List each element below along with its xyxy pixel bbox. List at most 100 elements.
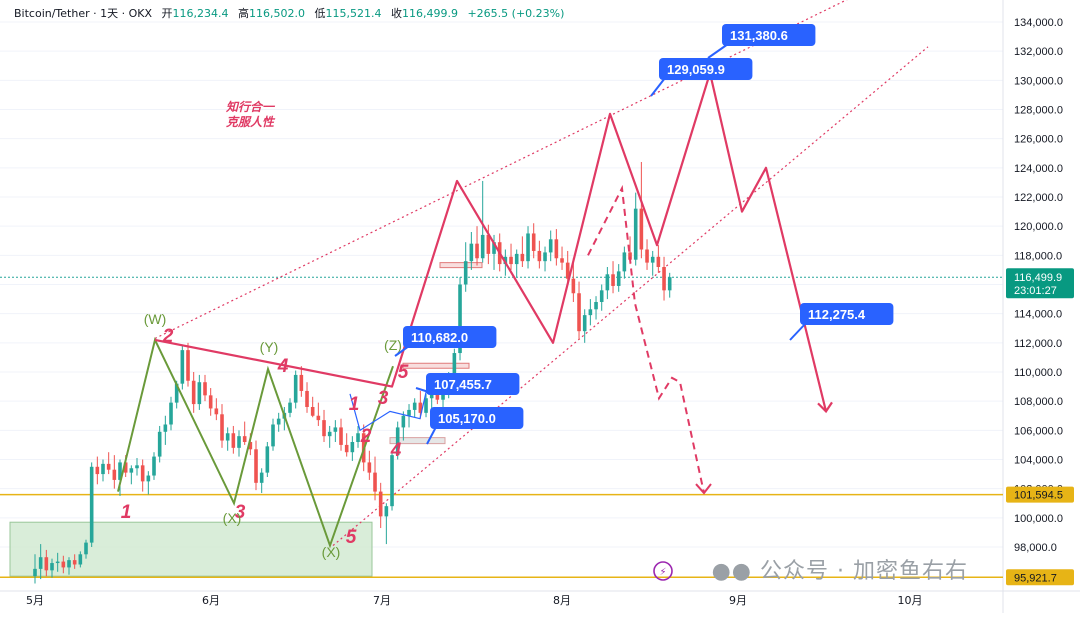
last-price-label: 116,499.9 — [1014, 272, 1062, 284]
candle-body — [367, 462, 372, 473]
candle-body — [163, 424, 168, 432]
candle-body — [429, 392, 434, 399]
y-tick-label: 120,000.0 — [1014, 221, 1063, 233]
candle-body — [667, 277, 672, 291]
candle-body — [492, 242, 496, 254]
y-tick-label: 134,000.0 — [1014, 17, 1063, 29]
open-value: 116,234.4 — [172, 7, 229, 20]
candle-body — [594, 302, 598, 310]
range-box — [402, 362, 470, 369]
x-tick-label: 6月 — [202, 594, 220, 607]
candle-body — [373, 472, 377, 492]
y-tick-label: 126,000.0 — [1014, 134, 1063, 146]
y-tick-label: 104,000.0 — [1014, 455, 1063, 467]
last-price-box — [1006, 268, 1074, 299]
indicator-icon — [653, 561, 673, 581]
candle-body — [390, 455, 394, 507]
candle-body — [486, 234, 491, 254]
candle-body — [197, 382, 202, 405]
y-tick-label: 124,000.0 — [1014, 163, 1063, 175]
callout-box — [800, 303, 894, 325]
callout-label: 110,682.0 — [411, 330, 468, 345]
candle-body — [571, 278, 576, 294]
callout-label: 131,380.6 — [730, 28, 788, 43]
candle-body — [548, 239, 553, 253]
candle-body — [554, 239, 559, 259]
close-label: 收 — [390, 7, 402, 20]
annotation-text: 知行合一 — [225, 100, 276, 114]
candle-body — [89, 466, 94, 543]
green-wave-path — [117, 336, 394, 549]
callout-pointer — [707, 43, 729, 59]
callout-box — [426, 373, 520, 395]
candle-body — [514, 253, 519, 265]
wave-label: (W) — [144, 311, 167, 327]
candle-body — [152, 456, 156, 476]
candle-body — [50, 563, 54, 571]
candle-body — [180, 350, 185, 384]
candle-body — [633, 208, 638, 260]
candle-body — [259, 472, 264, 483]
candle-body — [101, 463, 105, 475]
callout-pointer — [426, 426, 437, 445]
candle-body — [616, 271, 621, 286]
candle-body — [288, 402, 292, 413]
candle-body — [186, 350, 190, 381]
candle-body — [61, 561, 66, 568]
candle-body — [622, 252, 627, 272]
candle-body — [531, 233, 536, 251]
candle-body — [599, 290, 604, 302]
wechat-icon: ●● — [711, 559, 753, 584]
wechat-watermark: ●● 公众号 · 加密鱼右右 — [712, 553, 968, 585]
candle-body — [231, 433, 236, 448]
candle-body — [174, 383, 179, 403]
wave-label: (Z) — [384, 337, 402, 353]
candle-body — [520, 253, 525, 262]
support-price-box — [1006, 486, 1074, 503]
candle-body — [611, 274, 615, 286]
support-price-label: 101,594.5 — [1014, 490, 1063, 502]
blue-wave-path — [349, 374, 431, 432]
candle-body — [78, 554, 83, 565]
candle-body — [276, 418, 281, 425]
channel-lower-line — [332, 46, 929, 547]
callout-label: 129,059.9 — [667, 62, 725, 77]
candle-body — [72, 560, 77, 565]
candle-body — [271, 424, 275, 447]
candle-body — [84, 542, 88, 555]
candle-body — [628, 252, 632, 260]
y-tick-label: 114,000.0 — [1014, 309, 1062, 321]
wave-number: 2 — [360, 426, 372, 447]
wave-number: 2 — [162, 326, 174, 347]
candle-body — [333, 427, 338, 432]
y-tick-label: 108,000.0 — [1014, 396, 1063, 408]
wave-number: 4 — [390, 440, 402, 461]
candle-body — [242, 436, 247, 442]
candle-body — [106, 463, 111, 470]
candle-body — [475, 243, 479, 259]
candle-body — [412, 402, 417, 410]
candle-body — [577, 293, 581, 332]
low-label: 低 — [314, 7, 326, 20]
candle-body — [169, 402, 173, 425]
candle-body — [135, 465, 139, 469]
candle-body — [356, 433, 360, 442]
candle-body — [208, 395, 213, 409]
candle-body — [543, 252, 547, 262]
candle-body — [605, 274, 610, 291]
candle-body — [509, 256, 513, 265]
support-price-box — [1006, 569, 1074, 586]
candle-body — [588, 309, 593, 316]
arrow-head — [817, 401, 833, 414]
candle-body — [237, 436, 241, 448]
candle-body — [220, 414, 224, 441]
candle-body — [214, 408, 219, 415]
candle-body — [645, 249, 649, 263]
y-tick-label: 98,000.0 — [1014, 542, 1057, 554]
candle-body — [656, 256, 661, 267]
open-label: 开 — [161, 7, 173, 20]
candle-body — [526, 233, 530, 262]
candle-body — [112, 469, 117, 480]
